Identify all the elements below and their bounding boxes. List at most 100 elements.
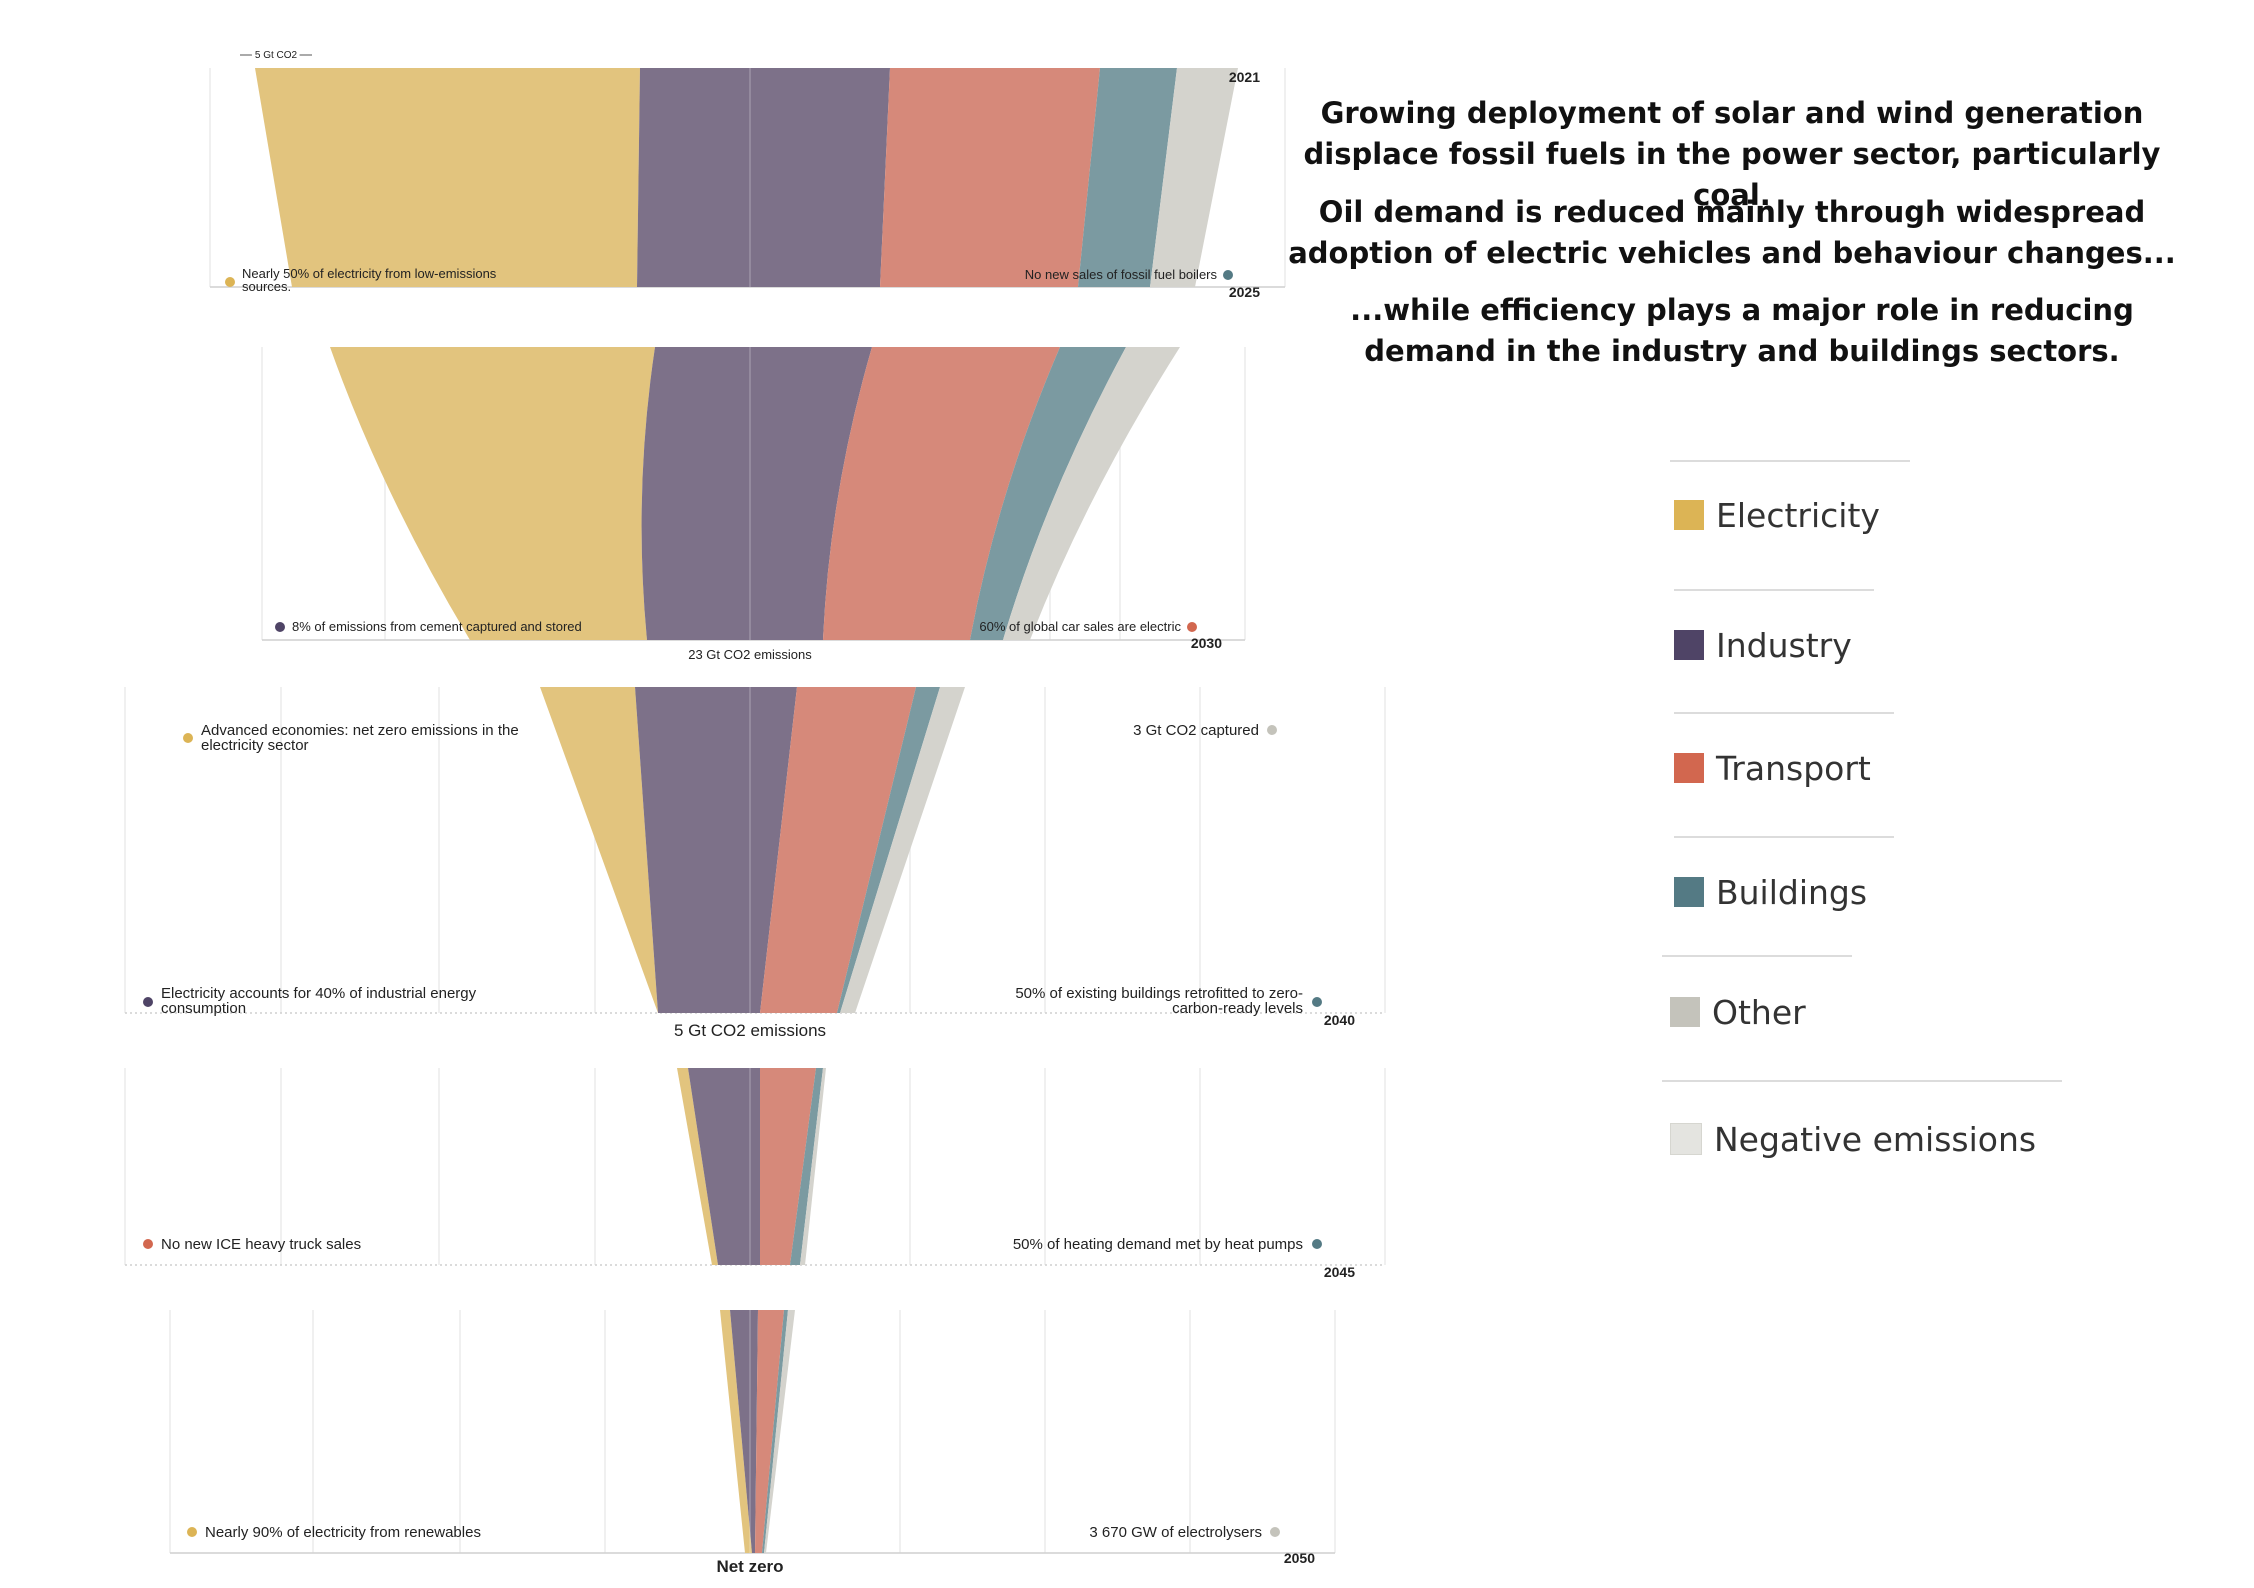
total-label: Net zero xyxy=(716,1557,783,1576)
legend-swatch-electricity xyxy=(1674,500,1704,530)
milestone-dot-transport xyxy=(1187,622,1197,632)
band-transport xyxy=(755,1310,784,1553)
milestone-label: Electricity accounts for 40% of industri… xyxy=(161,985,477,1017)
milestone-label-line: No new ICE heavy truck sales xyxy=(161,1236,361,1253)
legend-swatch-other xyxy=(1670,997,1700,1027)
headline-efficiency: ...while efficiency plays a major role i… xyxy=(1350,293,2134,368)
milestone-label: Advanced economies: net zero emissions i… xyxy=(201,722,519,754)
milestone-label: No new sales of fossil fuel boilers xyxy=(1025,267,1218,282)
legend-item-transport: Transport xyxy=(1674,748,1871,788)
milestone-label: 3 Gt CO2 captured xyxy=(1133,722,1259,739)
year-label-2040: 2040 xyxy=(1324,1012,1355,1028)
legend-item-other: Other xyxy=(1670,992,1806,1032)
milestone-label: Nearly 90% of electricity from renewable… xyxy=(205,1524,481,1541)
milestone-dot-electricity xyxy=(225,277,235,287)
milestone-label-line: 3 670 GW of electrolysers xyxy=(1089,1524,1262,1541)
band-other xyxy=(840,687,965,1013)
legend-label: Transport xyxy=(1716,748,1871,788)
legend-item-industry: Industry xyxy=(1674,625,1852,665)
milestone-label-line: electricity sector xyxy=(201,737,309,754)
year-label-2045: 2045 xyxy=(1324,1264,1355,1280)
milestone-label-line: Nearly 50% of electricity from low-emiss… xyxy=(242,266,497,281)
legend-label: Industry xyxy=(1716,625,1852,665)
band-transport xyxy=(823,347,1060,640)
legend-divider xyxy=(1662,1080,2062,1082)
legend-divider xyxy=(1674,589,1874,591)
scale-note-label: 5 Gt CO2 xyxy=(255,50,298,61)
band-buildings xyxy=(1078,68,1177,287)
milestone-label: 3 670 GW of electrolysers xyxy=(1089,1524,1262,1541)
total-label: 23 Gt CO2 emissions xyxy=(688,647,812,662)
milestone-label-line: consumption xyxy=(161,1000,246,1017)
band-electricity xyxy=(720,1310,752,1553)
milestone-dot-other xyxy=(1267,725,1277,735)
milestone-label-line: Electricity accounts for 40% of industri… xyxy=(161,985,477,1002)
legend-swatch-transport xyxy=(1674,753,1704,783)
chart-panel-2 xyxy=(261,347,1246,641)
milestone-label: 50% of existing buildings retrofitted to… xyxy=(1015,985,1303,1017)
milestone-label-line: 60% of global car sales are electric xyxy=(979,619,1181,634)
band-other xyxy=(764,1310,795,1553)
chart-panel-4 xyxy=(124,1068,1386,1266)
milestone-dot-electricity xyxy=(183,733,193,743)
band-electricity xyxy=(330,347,655,640)
band-electricity xyxy=(255,68,640,287)
band-buildings xyxy=(970,347,1126,640)
legend-divider xyxy=(1674,836,1894,838)
legend-label: Buildings xyxy=(1716,872,1868,912)
legend-swatch-industry xyxy=(1674,630,1704,660)
band-industry xyxy=(641,347,872,640)
band-buildings xyxy=(790,1068,823,1265)
milestone-label-line: 50% of heating demand met by heat pumps xyxy=(1013,1236,1303,1253)
band-transport xyxy=(760,687,916,1013)
year-label-2025: 2025 xyxy=(1229,284,1260,300)
legend-label: Electricity xyxy=(1716,495,1880,535)
legend-divider xyxy=(1674,712,1894,714)
headline-solar-wind: Growing deployment of solar and wind gen… xyxy=(1303,96,2161,212)
milestone-label-line: Advanced economies: net zero emissions i… xyxy=(201,722,519,739)
legend-item-electricity: Electricity xyxy=(1674,495,1880,535)
milestone-dot-buildings xyxy=(1312,1239,1322,1249)
milestone-dot-transport xyxy=(143,1239,153,1249)
total-label: 5 Gt CO2 emissions xyxy=(674,1021,826,1040)
chart-legend: Electricity Industry Transport Buildings… xyxy=(1660,455,2080,1175)
chart-panel-1 xyxy=(209,68,1286,288)
milestone-dot-buildings xyxy=(1223,270,1233,280)
milestone-label-line: 3 Gt CO2 captured xyxy=(1133,722,1259,739)
legend-swatch-negative-emissions xyxy=(1670,1123,1702,1155)
band-industry xyxy=(688,1068,760,1265)
milestone-dot-industry xyxy=(143,997,153,1007)
milestone-label: 50% of heating demand met by heat pumps xyxy=(1013,1236,1303,1253)
legend-divider xyxy=(1662,955,1852,957)
milestone-label: No new ICE heavy truck sales xyxy=(161,1236,361,1253)
milestone-dot-industry xyxy=(275,622,285,632)
milestone-label: 60% of global car sales are electric xyxy=(979,619,1181,634)
milestone-dot-electricity xyxy=(187,1527,197,1537)
milestone-label-line: 50% of existing buildings retrofitted to… xyxy=(1015,985,1303,1002)
band-industry xyxy=(635,687,797,1013)
legend-item-buildings: Buildings xyxy=(1674,872,1867,912)
legend-divider xyxy=(1670,460,1910,462)
milestone-label-line: No new sales of fossil fuel boilers xyxy=(1025,267,1218,282)
legend-swatch-buildings xyxy=(1674,877,1704,907)
milestone-label-line: carbon-ready levels xyxy=(1172,1000,1303,1017)
year-label-2021: 2021 xyxy=(1229,69,1260,85)
legend-item-negative-emissions: Negative emissions xyxy=(1670,1119,2036,1159)
band-other xyxy=(1003,347,1180,640)
band-electricity xyxy=(677,1068,718,1265)
band-other xyxy=(1150,68,1238,287)
milestone-label-line: sources. xyxy=(242,279,291,294)
milestone-dot-other xyxy=(1270,1527,1280,1537)
year-label-2050: 2050 xyxy=(1284,1550,1315,1566)
band-electricity xyxy=(540,687,658,1013)
headline-oil-demand: Oil demand is reduced mainly through wid… xyxy=(1288,195,2176,270)
legend-label: Other xyxy=(1712,992,1806,1032)
band-transport xyxy=(880,68,1100,287)
band-industry xyxy=(730,1310,758,1553)
milestone-label: 8% of emissions from cement captured and… xyxy=(292,619,582,634)
band-buildings xyxy=(762,1310,788,1553)
emissions-funnel-chart: 5 Gt CO2 2021 2025 2030 2040 2045 2050 23 Gt CO… xyxy=(124,50,1386,1576)
band-industry xyxy=(637,68,890,287)
band-transport xyxy=(760,1068,816,1265)
milestone-label-line: Nearly 90% of electricity from renewable… xyxy=(205,1524,481,1541)
